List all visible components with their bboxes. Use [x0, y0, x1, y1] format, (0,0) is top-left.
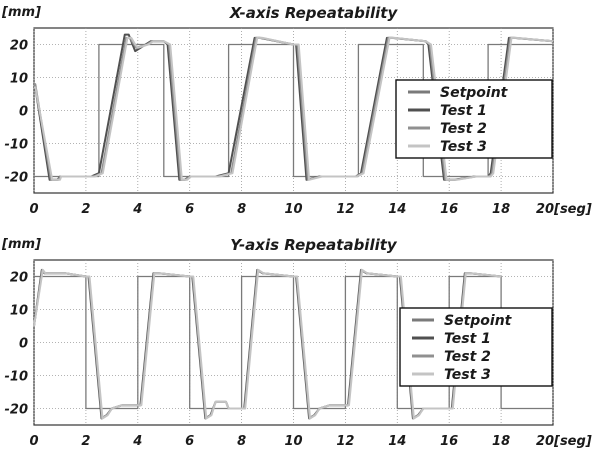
x-axis-unit: [seg] — [553, 202, 592, 217]
legend-label: Test 1 — [440, 103, 487, 119]
series-line-setpoint — [34, 43, 553, 178]
x-tick-label: 10 — [284, 434, 302, 449]
y-tick-label: 20 — [10, 39, 28, 54]
y-tick-label: -10 — [5, 138, 29, 153]
y-tick-label: 10 — [10, 72, 28, 87]
x-tick-label: 2 — [81, 434, 90, 449]
y-tick-label: 20 — [10, 271, 28, 286]
y-tick-label: -20 — [5, 171, 29, 186]
x-tick-label: 6 — [185, 434, 194, 449]
x-tick-label: 0 — [29, 434, 38, 449]
x-tick-label: 10 — [284, 202, 302, 217]
x-tick-label: 12 — [336, 434, 354, 449]
x-tick-label: 18 — [492, 202, 510, 217]
y-tick-label: 0 — [19, 105, 28, 120]
series-line-test-3 — [33, 268, 502, 420]
x-tick-label: 14 — [388, 202, 406, 217]
y-tick-label: -10 — [5, 370, 29, 385]
x-tick-label: 4 — [132, 434, 142, 449]
legend-label: Test 2 — [444, 349, 491, 365]
x-tick-label: 16 — [440, 202, 458, 217]
x-tick-label: 8 — [237, 202, 246, 217]
legend-label: Test 3 — [444, 367, 491, 383]
x-tick-label: 0 — [29, 202, 38, 217]
x-tick-label: 20 — [536, 434, 554, 449]
legend-label: Test 3 — [440, 139, 487, 155]
series-line-test-3 — [34, 36, 554, 181]
x-tick-label: 8 — [237, 434, 246, 449]
series-line-setpoint — [34, 275, 553, 410]
legend-label: Test 1 — [444, 331, 491, 347]
chart-title: X-axis Repeatability — [229, 4, 399, 22]
y-tick-label: -20 — [5, 403, 29, 418]
y-tick-label: 0 — [19, 337, 28, 352]
x-tick-label: 12 — [336, 202, 354, 217]
chart-title: Y-axis Repeatability — [230, 236, 398, 254]
x-tick-label: 14 — [388, 434, 406, 449]
x-tick-label: 2 — [81, 202, 90, 217]
x-tick-label: 20 — [536, 202, 554, 217]
x-axis-unit: [seg] — [553, 434, 592, 449]
x-tick-label: 18 — [492, 434, 510, 449]
legend-label: Test 2 — [440, 121, 487, 137]
y-axis-unit: [mm] — [1, 5, 41, 20]
y-axis-unit: [mm] — [1, 237, 41, 252]
x-tick-label: 6 — [185, 202, 194, 217]
x-tick-label: 4 — [132, 202, 142, 217]
y-tick-label: 10 — [10, 304, 28, 319]
legend-label: Setpoint — [444, 313, 513, 329]
x-tick-label: 16 — [440, 434, 458, 449]
legend-label: Setpoint — [440, 85, 509, 101]
